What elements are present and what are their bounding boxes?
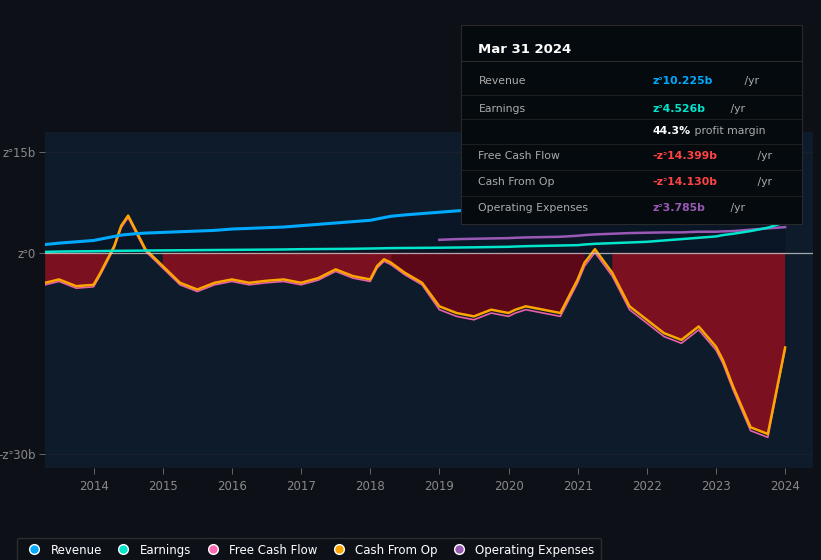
Legend: Revenue, Earnings, Free Cash Flow, Cash From Op, Operating Expenses: Revenue, Earnings, Free Cash Flow, Cash … [16, 538, 601, 560]
Text: /yr: /yr [741, 76, 759, 86]
Text: /yr: /yr [727, 203, 745, 213]
Text: zᐣ10.225b: zᐣ10.225b [652, 76, 713, 86]
Text: zᐣ3.785b: zᐣ3.785b [652, 203, 705, 213]
Text: zᐣ4.526b: zᐣ4.526b [652, 104, 705, 114]
Text: -zᐣ14.399b: -zᐣ14.399b [652, 151, 718, 161]
Text: profit margin: profit margin [691, 125, 766, 136]
Text: Free Cash Flow: Free Cash Flow [479, 151, 560, 161]
Text: Mar 31 2024: Mar 31 2024 [479, 43, 571, 56]
Text: Earnings: Earnings [479, 104, 525, 114]
Text: 44.3%: 44.3% [652, 125, 690, 136]
Text: Revenue: Revenue [479, 76, 526, 86]
Text: /yr: /yr [727, 104, 745, 114]
Text: /yr: /yr [754, 151, 773, 161]
Text: Operating Expenses: Operating Expenses [479, 203, 589, 213]
Text: Cash From Op: Cash From Op [479, 178, 555, 187]
Text: /yr: /yr [754, 178, 773, 187]
Text: -zᐣ14.130b: -zᐣ14.130b [652, 178, 718, 187]
